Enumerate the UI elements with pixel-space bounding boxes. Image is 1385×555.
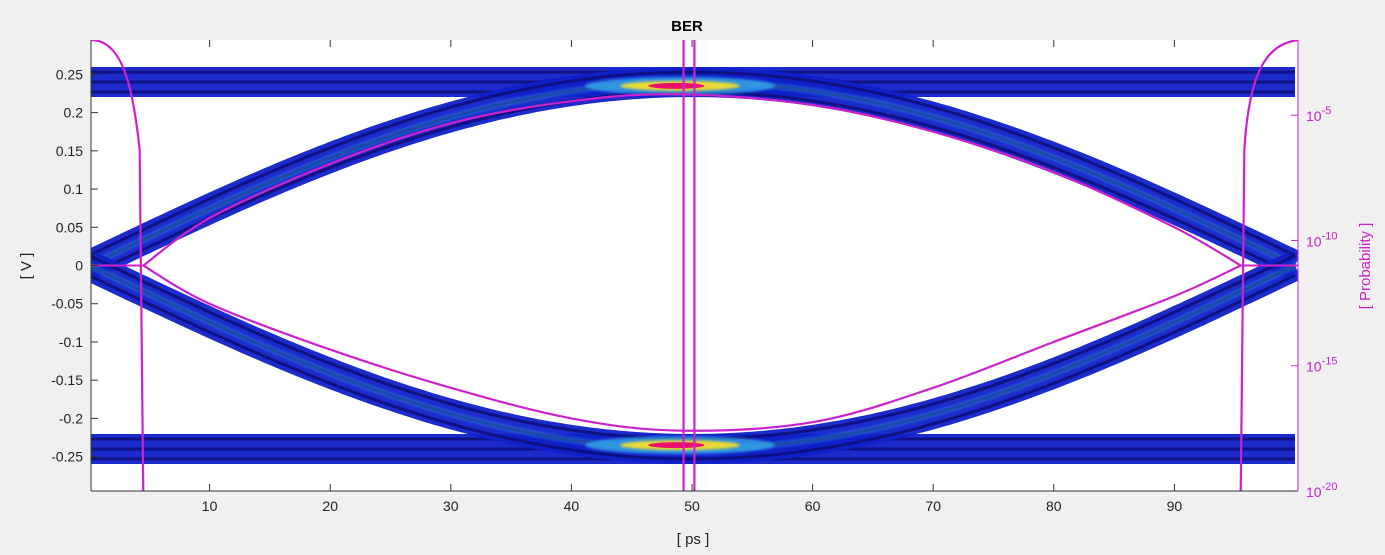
density-hotspot-peak-0 (648, 82, 705, 89)
chart-title: BER (671, 18, 703, 35)
y-tick-label-0: 0.25 (56, 66, 83, 82)
ber-contour-top (142, 93, 1242, 267)
y2-tick-exponent-0: -5 (1322, 105, 1332, 117)
x-tick-label-3: 40 (564, 498, 580, 514)
y2-tick-label-1: 10-10 (1306, 230, 1337, 249)
y2-tick-exponent-2: -15 (1322, 356, 1338, 368)
x-tick-label-2: 30 (443, 498, 459, 514)
y2-axis-label: [ Probability ] (1357, 223, 1374, 310)
y2-tick-base-1: 10 (1306, 233, 1322, 249)
y-axis-label: [ V ] (18, 253, 35, 280)
y2-tick-label-0: 10-5 (1306, 105, 1331, 124)
x-tick-label-7: 80 (1046, 498, 1062, 514)
y-tick-label-9: -0.2 (59, 410, 83, 426)
bathtub-left (91, 40, 145, 491)
bathtub-right (1239, 40, 1298, 491)
y-tick-label-3: 0.1 (64, 181, 84, 197)
y2-tick-base-2: 10 (1306, 359, 1322, 375)
y2-tick-label-3: 10-20 (1306, 481, 1337, 500)
density-hotspot-peak-1 (648, 442, 705, 449)
axes-layer: 10 20 30 40 50 60 70 80 90 0.25 0.2 0.15 0.1 0.05 0 -0.… (51, 40, 1337, 514)
x-tick-label-0: 10 (202, 498, 218, 514)
x-tick-label-6: 70 (925, 498, 941, 514)
y-tick-label-5: 0 (75, 258, 83, 274)
y-tick-label-10: -0.25 (51, 449, 83, 465)
x-tick-label-5: 60 (805, 498, 821, 514)
eye-trace-lower-arc-line-0 (91, 274, 1296, 461)
y-tick-label-1: 0.2 (64, 105, 84, 121)
ber-contour-layer (91, 40, 1298, 491)
ber-contour-bottom (142, 264, 1242, 432)
x-tick-label-4: 50 (684, 498, 700, 514)
eye-density-layer (91, 66, 1298, 465)
eye-trace-upper-arc-line-2 (91, 70, 1296, 257)
y-tick-label-2: 0.15 (56, 143, 83, 159)
y2-tick-base-0: 10 (1306, 108, 1322, 124)
y-tick-label-6: -0.05 (51, 296, 83, 312)
y-tick-label-8: -0.15 (51, 372, 83, 388)
y2-tick-label-2: 10-15 (1306, 356, 1337, 375)
x-axis-label: [ ps ] (677, 531, 710, 548)
y2-tick-exponent-3: -20 (1322, 481, 1338, 493)
y-tick-label-4: 0.05 (56, 219, 83, 235)
y2-tick-exponent-1: -10 (1322, 230, 1338, 242)
x-tick-label-1: 20 (322, 498, 338, 514)
x-tick-label-8: 90 (1167, 498, 1183, 514)
y2-tick-base-3: 10 (1306, 484, 1322, 500)
y-tick-label-7: -0.1 (59, 334, 83, 350)
